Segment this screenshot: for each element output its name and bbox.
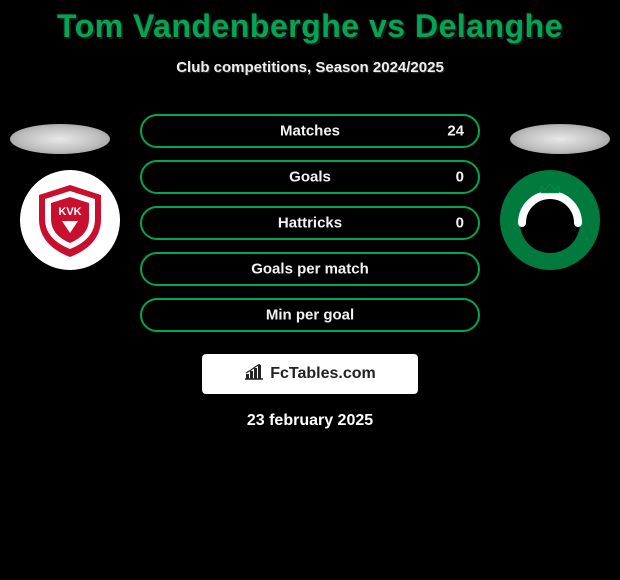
- player-right-silhouette: [510, 124, 610, 154]
- stat-row-matches: Matches 24: [140, 114, 480, 148]
- stat-label: Goals per match: [251, 261, 369, 278]
- stat-row-hattricks: Hattricks 0: [140, 206, 480, 240]
- subtitle: Club competitions, Season 2024/2025: [0, 59, 620, 76]
- comparison-title: Tom Vandenberghe vs Delanghe: [0, 0, 620, 45]
- club-badge-left: KVK: [20, 170, 120, 270]
- date: 23 february 2025: [0, 412, 620, 430]
- club-badge-right: [500, 170, 600, 270]
- stat-value-right: 24: [447, 123, 464, 140]
- player-left-silhouette: [10, 124, 110, 154]
- branding-suffix: .com: [338, 365, 375, 383]
- stat-row-goals: Goals 0: [140, 160, 480, 194]
- bar-chart-icon: [244, 364, 264, 385]
- stat-label: Matches: [280, 123, 340, 140]
- stat-label: Min per goal: [266, 307, 354, 324]
- stat-row-goals-per-match: Goals per match: [140, 252, 480, 286]
- kvk-crest-icon: KVK: [29, 179, 111, 261]
- branding-text: FcTables.com: [244, 364, 376, 385]
- stat-row-min-per-goal: Min per goal: [140, 298, 480, 332]
- stat-label: Hattricks: [278, 215, 342, 232]
- cercle-crest-icon: [507, 177, 593, 263]
- stats-column: Matches 24 Goals 0 Hattricks 0 Goals per…: [140, 114, 480, 332]
- stat-value-right: 0: [456, 215, 464, 232]
- branding-name: FcTables: [270, 365, 338, 383]
- stat-label: Goals: [289, 169, 331, 186]
- branding-badge: FcTables.com: [202, 354, 418, 394]
- svg-text:KVK: KVK: [58, 206, 81, 218]
- stat-value-right: 0: [456, 169, 464, 186]
